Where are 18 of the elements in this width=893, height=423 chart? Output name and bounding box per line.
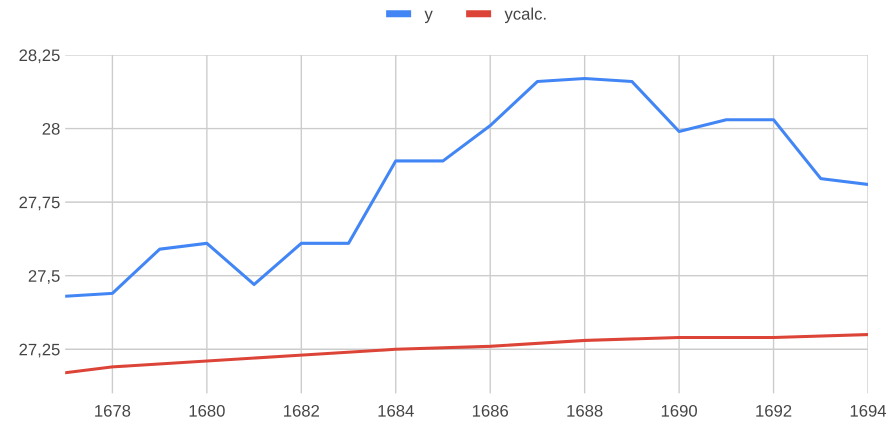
x-tick-label: 1694 bbox=[850, 404, 886, 417]
x-tick-label: 1680 bbox=[190, 404, 225, 417]
y-tick-label: 28,25 bbox=[19, 49, 60, 64]
y-tick-label: 27,5 bbox=[28, 270, 60, 284]
y-tick-label: 27,25 bbox=[19, 344, 60, 358]
line-series bbox=[65, 77, 868, 298]
x-tick-label: 1692 bbox=[756, 404, 792, 417]
x-tick-label: 1682 bbox=[284, 404, 320, 417]
y-tick-label: 28 bbox=[42, 122, 60, 135]
x-tick-label: 1684 bbox=[378, 404, 414, 417]
legend-label: ycalc. bbox=[504, 8, 546, 24]
y-tick-label: 27,75 bbox=[19, 196, 60, 210]
x-tick-label: 1690 bbox=[662, 404, 697, 417]
legend-label: y bbox=[424, 10, 433, 24]
x-tick-label: 1688 bbox=[567, 404, 602, 417]
line-series bbox=[65, 333, 868, 374]
x-tick-label: 1686 bbox=[472, 404, 508, 417]
x-tick-label: 1678 bbox=[95, 404, 130, 417]
